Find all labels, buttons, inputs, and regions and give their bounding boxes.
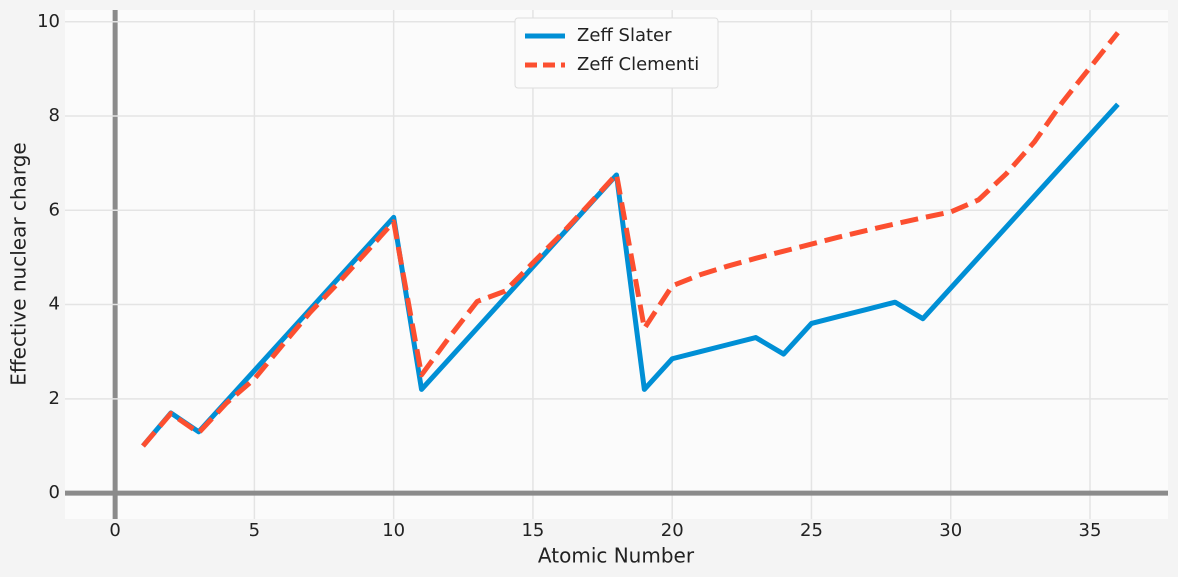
- y-tick-label: 8: [49, 105, 60, 126]
- x-axis-label: Atomic Number: [538, 544, 695, 568]
- legend: Zeff Slater Zeff Clementi: [514, 17, 719, 89]
- legend-label: Zeff Slater: [577, 25, 672, 46]
- x-tick-label: 0: [109, 520, 120, 541]
- y-tick-label: 10: [37, 11, 60, 32]
- x-tick-label: 25: [800, 520, 823, 541]
- plot-area: [65, 10, 1168, 519]
- x-tick-label: 15: [521, 520, 544, 541]
- x-tick-label: 30: [939, 520, 962, 541]
- x-tick-label: 10: [382, 520, 405, 541]
- legend-box: [514, 17, 719, 89]
- y-tick-label: 0: [49, 482, 60, 503]
- y-tick-label: 2: [49, 388, 60, 409]
- x-tick-label: 20: [661, 520, 684, 541]
- y-tick-label: 4: [49, 294, 60, 315]
- x-tick-label: 5: [249, 520, 260, 541]
- x-tick-label: 35: [1079, 520, 1102, 541]
- legend-label: Zeff Clementi: [577, 54, 699, 75]
- series-line: [141, 31, 1120, 448]
- y-axis-label: Effective nuclear charge: [7, 142, 31, 385]
- y-tick-label: 6: [49, 199, 60, 220]
